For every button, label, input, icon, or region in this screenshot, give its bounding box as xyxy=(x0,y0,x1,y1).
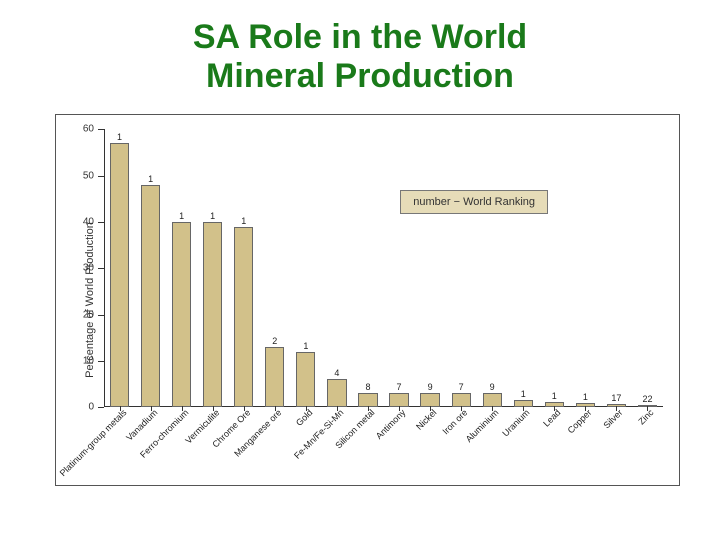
y-tick-label: 50 xyxy=(64,170,94,181)
bar-category-label: Gold xyxy=(294,408,315,429)
bar-category-label: Silver xyxy=(602,408,625,431)
bar-category-label: Aluminium xyxy=(464,408,501,445)
bar-rank-label: 1 xyxy=(173,211,190,223)
x-tick xyxy=(213,406,214,411)
x-tick xyxy=(337,406,338,411)
title-line-2: Mineral Production xyxy=(206,57,514,95)
bar-rank-label: 9 xyxy=(484,382,501,394)
bar: 8Silicon metal xyxy=(358,393,377,407)
bar-rank-label: 1 xyxy=(235,216,252,228)
bar: 9Aluminium xyxy=(483,393,502,407)
bar-category-label: Platinum-group metals xyxy=(57,408,128,479)
bar-rank-label: 1 xyxy=(577,392,594,404)
x-tick xyxy=(430,406,431,411)
bar: 1Copper xyxy=(576,403,595,408)
bar: 1Chrome Ore xyxy=(234,227,253,408)
bar: 1Ferro-chromium xyxy=(172,222,191,407)
x-tick xyxy=(523,406,524,411)
bar: 1Gold xyxy=(296,352,315,408)
x-tick xyxy=(616,406,617,411)
bar-rank-label: 7 xyxy=(453,382,470,394)
bar-category-label: Zinc xyxy=(637,408,656,427)
y-tick xyxy=(98,222,104,223)
x-tick xyxy=(554,406,555,411)
bar-category-label: Lead xyxy=(542,408,563,429)
bar-category-label: Nickel xyxy=(414,408,438,432)
y-tick xyxy=(98,407,104,408)
y-tick xyxy=(98,176,104,177)
y-tick xyxy=(98,315,104,316)
bar: 17Silver xyxy=(607,404,626,407)
bar-category-label: Iron ore xyxy=(441,408,470,437)
bar: 22Zinc xyxy=(638,405,657,407)
x-tick xyxy=(368,406,369,411)
bar: 1Lead xyxy=(545,402,564,408)
bar-category-label: Copper xyxy=(566,408,594,436)
bar-rank-label: 1 xyxy=(515,389,532,401)
y-tick-label: 60 xyxy=(64,124,94,135)
plot-area: 1Platinum-group metals 1Vanadium 1Ferro-ch… xyxy=(104,129,663,407)
bar-rank-label: 1 xyxy=(111,132,128,144)
bar: 2Manganese ore xyxy=(265,347,284,407)
bar: 4Fe-Mn/Fe-Si-Mn xyxy=(327,379,346,407)
bar-rank-label: 22 xyxy=(639,394,656,406)
bar: 9Nickel xyxy=(420,393,439,407)
bar-rank-label: 7 xyxy=(390,382,407,394)
x-tick xyxy=(182,406,183,411)
x-tick xyxy=(647,406,648,411)
bar-rank-label: 17 xyxy=(608,393,625,405)
bar-rank-label: 9 xyxy=(421,382,438,394)
bar: 1Vermiculite xyxy=(203,222,222,407)
bar-rank-label: 1 xyxy=(204,211,221,223)
bar: 7Iron ore xyxy=(452,393,471,407)
y-tick-label: 0 xyxy=(64,402,94,413)
y-tick xyxy=(98,268,104,269)
bar-rank-label: 2 xyxy=(266,336,283,348)
slide-title: SA Role in the World Mineral Production xyxy=(0,0,720,96)
bar-category-label: Antimony xyxy=(374,408,408,442)
legend-box: number − World Ranking xyxy=(400,190,548,214)
bar: 1Platinum-group metals xyxy=(110,143,129,407)
title-line-1: SA Role in the World xyxy=(193,18,527,56)
x-tick xyxy=(275,406,276,411)
x-tick xyxy=(492,406,493,411)
chart-frame: Percentage of World Production 1Platinum… xyxy=(55,114,680,486)
bar-rank-label: 8 xyxy=(359,382,376,394)
x-tick xyxy=(244,406,245,411)
bar-rank-label: 1 xyxy=(142,174,159,186)
y-tick-label: 30 xyxy=(64,263,94,274)
y-tick xyxy=(98,129,104,130)
x-tick xyxy=(151,406,152,411)
x-tick xyxy=(399,406,400,411)
bar-rank-label: 1 xyxy=(297,341,314,353)
x-tick xyxy=(306,406,307,411)
y-tick xyxy=(98,361,104,362)
x-tick xyxy=(461,406,462,411)
x-tick xyxy=(120,406,121,411)
bar-category-label: Uranium xyxy=(501,408,532,439)
bar-rank-label: 1 xyxy=(546,391,563,403)
bars-container: 1Platinum-group metals 1Vanadium 1Ferro-ch… xyxy=(104,129,663,407)
bar: 1Vanadium xyxy=(141,185,160,407)
y-tick-label: 40 xyxy=(64,216,94,227)
x-tick xyxy=(585,406,586,411)
bar-rank-label: 4 xyxy=(328,368,345,380)
legend-text: number − World Ranking xyxy=(413,196,535,208)
bar: 1Uranium xyxy=(514,400,533,407)
bar: 7Antimony xyxy=(389,393,408,407)
y-tick-label: 10 xyxy=(64,355,94,366)
y-tick-label: 20 xyxy=(64,309,94,320)
